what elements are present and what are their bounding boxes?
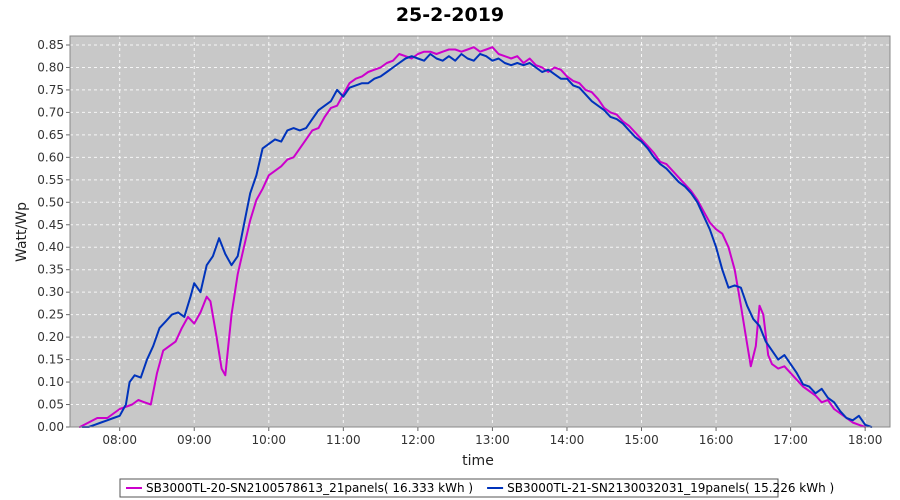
y-tick-label: 0.70 — [37, 105, 64, 119]
y-tick-label: 0.40 — [37, 240, 64, 254]
y-tick-label: 0.65 — [37, 128, 64, 142]
plot-border — [69, 35, 891, 428]
x-tick-label: 15:00 — [624, 433, 659, 447]
y-tick-label: 0.05 — [37, 398, 64, 412]
series-layer — [78, 46, 873, 428]
y-axis-label: Watt/Wp — [14, 202, 30, 262]
y-tick-label: 0.30 — [37, 285, 64, 299]
legend-box — [119, 478, 779, 498]
y-tick-label: 0.55 — [37, 173, 64, 187]
y-tick-label: 0.45 — [37, 218, 64, 232]
axes: 0.00 0.05 0.10 0.15 0.20 0.25 0.30 0.35 0.40 0.45… — [37, 35, 891, 447]
y-tick-label: 0.75 — [37, 83, 64, 97]
y-tick-label: 0.35 — [37, 263, 64, 277]
x-tick-label: 16:00 — [699, 433, 734, 447]
x-tick-label: 12:00 — [401, 433, 436, 447]
y-tick-label: 0.80 — [37, 60, 64, 74]
x-tick-label: 18:00 — [848, 433, 883, 447]
y-tick-label: 0.20 — [37, 330, 64, 344]
x-tick-label: 11:00 — [326, 433, 361, 447]
y-tick-label: 0.50 — [37, 195, 64, 209]
x-tick-label: 10:00 — [251, 433, 286, 447]
y-tick-label: 0.10 — [37, 375, 64, 389]
chart-title: 25-2-2019 — [396, 4, 504, 26]
y-tick-label: 0.15 — [37, 353, 64, 367]
legend: SB3000TL-20-SN2100578613_21panels( 16.33… — [119, 478, 834, 498]
x-axis-label: time — [462, 453, 494, 469]
plot-area — [70, 36, 890, 427]
x-tick-label: 13:00 — [475, 433, 510, 447]
y-tick-label: 0.00 — [37, 420, 64, 434]
series-line-1 — [78, 46, 867, 428]
series-line-2 — [81, 53, 873, 428]
x-tick-label: 14:00 — [550, 433, 585, 447]
x-tick-label: 08:00 — [102, 433, 137, 447]
x-tick-label: 09:00 — [177, 433, 212, 447]
x-tick-label: 17:00 — [773, 433, 808, 447]
grid-lines — [70, 36, 890, 428]
y-tick-label: 0.60 — [37, 150, 64, 164]
y-tick-label: 0.85 — [37, 38, 64, 52]
legend-entry-2: SB3000TL-21-SN2130032031_19panels( 15.22… — [507, 481, 834, 495]
legend-entry-1: SB3000TL-20-SN2100578613_21panels( 16.33… — [146, 481, 473, 495]
y-tick-label: 0.25 — [37, 308, 64, 322]
